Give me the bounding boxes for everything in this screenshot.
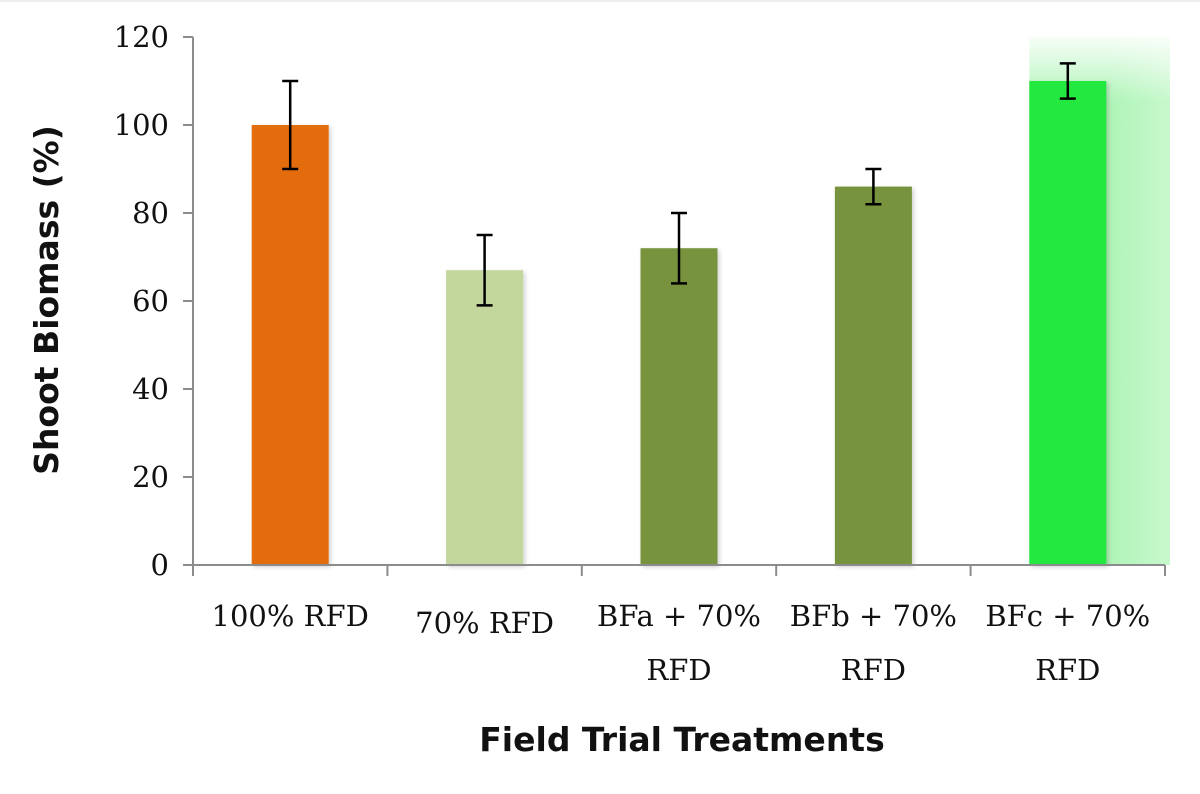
x-tick-label: RFD [841,653,906,687]
top-border [0,0,1200,2]
x-tick-label: BFa + 70% [597,599,761,633]
x-axis-title: Field Trial Treatments [479,720,884,759]
x-tick-label: BFc + 70% [985,599,1150,633]
bar [446,270,524,565]
bars-group [251,81,1107,565]
y-tick-label: 100 [114,108,169,142]
y-tick-label: 0 [151,548,169,582]
y-axis-title: Shoot Biomass (%) [27,125,66,475]
axes-group [183,36,1166,576]
bar [251,125,329,565]
x-tick-labels: 100% RFD 70% RFD BFa + 70% RFD BFb + 70% RFD B… [212,599,1151,687]
bar [1029,81,1107,565]
x-tick-label: 100% RFD [212,599,369,633]
x-tick-label: RFD [646,653,711,687]
x-tick-label: 70% RFD [415,606,554,640]
y-tick-label: 80 [132,196,169,230]
x-tick-label: BFb + 70% [790,599,957,633]
x-tick-label: RFD [1035,653,1100,687]
bar [834,186,912,565]
error-bars-group [282,62,1076,307]
y-tick-label: 120 [114,20,169,54]
bar [640,248,718,565]
y-tick-labels: 0 20 40 60 80 100 120 [114,20,169,582]
y-tick-label: 40 [132,372,169,406]
y-tick-label: 20 [132,460,169,494]
y-tick-label: 60 [132,284,169,318]
